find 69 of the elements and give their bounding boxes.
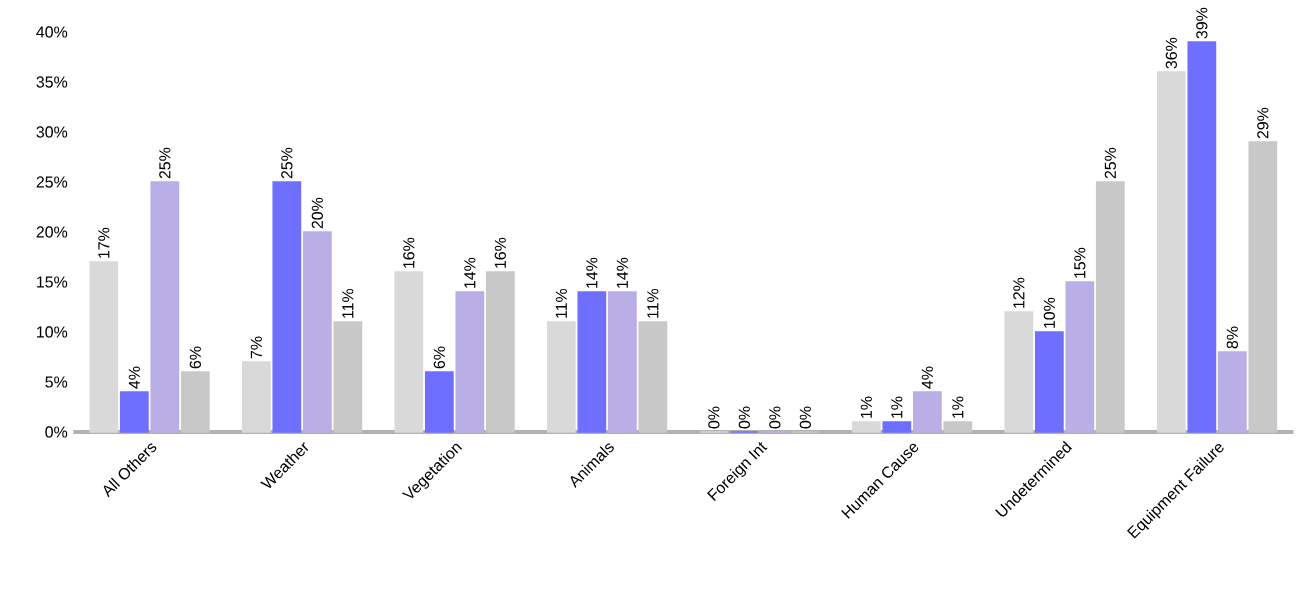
bar <box>180 371 210 433</box>
bar <box>424 371 454 433</box>
data-label: 29% <box>1257 107 1269 139</box>
data-label: 14% <box>464 257 476 288</box>
data-label: 25% <box>281 147 293 179</box>
data-label: 1% <box>891 396 903 418</box>
bar <box>1065 281 1095 433</box>
y-tick-label: 0% <box>45 426 68 438</box>
data-label: 1% <box>952 396 964 418</box>
data-label: 0% <box>738 406 750 429</box>
bar <box>1187 41 1217 433</box>
data-label: 4% <box>128 366 140 389</box>
bar <box>119 391 149 433</box>
data-label: 0% <box>708 406 720 429</box>
data-label: 14% <box>616 257 628 288</box>
data-label: 7% <box>250 336 262 359</box>
bar <box>943 421 973 433</box>
bar <box>851 421 881 433</box>
bar <box>1217 351 1247 433</box>
y-tick-label: 5% <box>45 376 68 388</box>
bar <box>89 261 119 433</box>
data-label: 6% <box>433 346 445 369</box>
bar <box>302 231 332 433</box>
y-tick-label: 15% <box>37 276 68 288</box>
bar <box>1095 181 1125 433</box>
bar <box>1248 141 1278 433</box>
data-label: 1% <box>860 396 872 418</box>
y-tick-label: 10% <box>37 326 68 338</box>
bar <box>394 271 424 433</box>
bar <box>882 421 912 433</box>
bar <box>150 181 180 433</box>
data-label: 4% <box>921 366 933 389</box>
y-tick-label: 30% <box>36 126 68 138</box>
bar <box>455 291 485 433</box>
data-label: 12% <box>1013 277 1025 308</box>
data-label: 15% <box>1074 247 1086 278</box>
bar <box>546 321 576 433</box>
data-label: 17% <box>98 227 110 258</box>
data-label: 6% <box>189 346 201 369</box>
data-label: 16% <box>494 237 506 268</box>
y-tick-label: 20% <box>36 226 68 238</box>
bar <box>485 271 515 433</box>
bar <box>607 291 637 433</box>
data-label: 20% <box>311 197 323 229</box>
data-label: 11% <box>647 288 659 318</box>
bar <box>272 181 302 433</box>
data-label: 14% <box>586 257 598 288</box>
y-tick-label: 25% <box>36 176 68 188</box>
data-label: 25% <box>159 147 171 179</box>
data-label: 11% <box>555 288 567 318</box>
data-label: 11% <box>342 288 354 318</box>
data-label: 8% <box>1226 326 1238 349</box>
bar <box>638 321 668 433</box>
bar <box>1004 311 1034 433</box>
data-label: 25% <box>1104 147 1116 179</box>
y-tick-label: 35% <box>36 76 68 88</box>
bar <box>1034 331 1064 433</box>
bar <box>241 361 271 433</box>
bar <box>1156 71 1186 433</box>
y-tick-label: 40% <box>36 26 68 38</box>
data-label: 0% <box>769 406 781 429</box>
bar <box>333 321 363 433</box>
bar <box>912 391 942 433</box>
data-label: 10% <box>1043 297 1055 328</box>
data-label: 36% <box>1165 37 1177 69</box>
data-label: 16% <box>403 237 415 268</box>
data-label: 0% <box>799 406 811 429</box>
bar <box>577 291 607 433</box>
data-label: 39% <box>1196 7 1208 39</box>
